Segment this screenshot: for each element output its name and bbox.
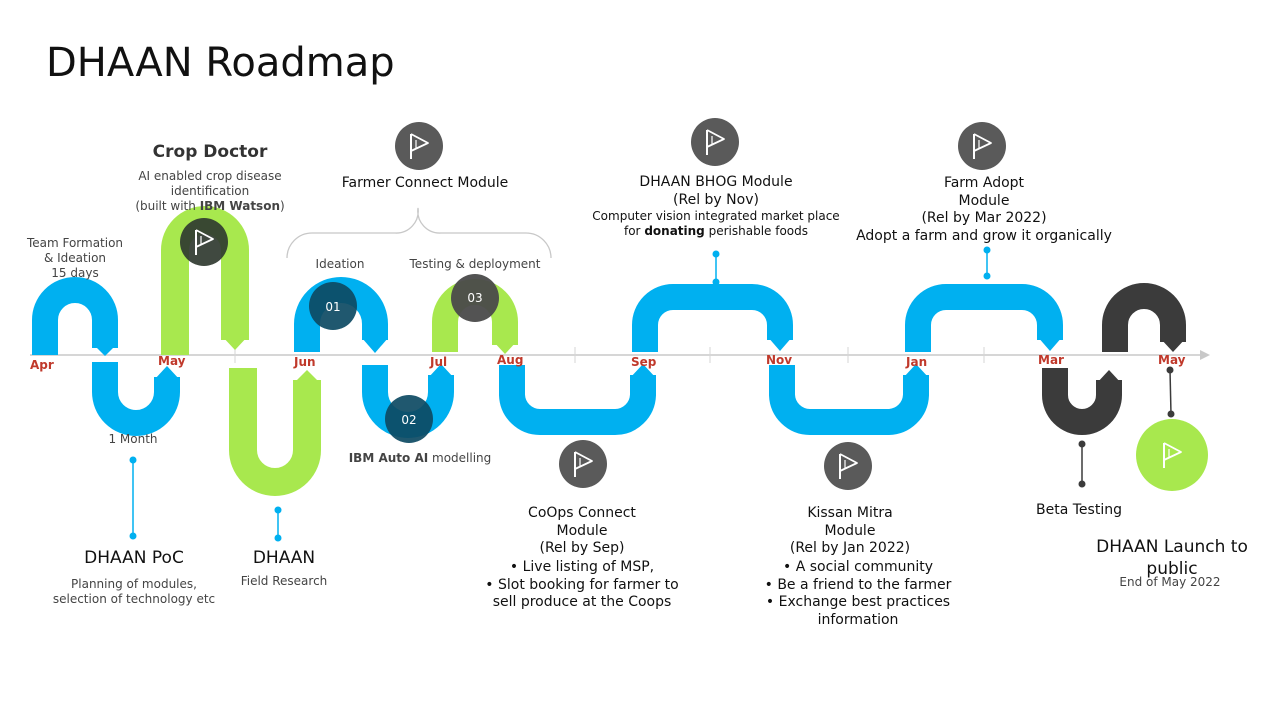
month-label: Sep [631,355,657,369]
bhog-block: DHAAN BHOG Module (Rel by Nov) Computer … [585,174,847,239]
launch-block: DHAAN Launch to public [1096,537,1248,580]
flag-icon [559,440,607,488]
month-label: May [158,354,186,368]
band-kissan [769,364,929,435]
flag-icon [1136,419,1208,491]
field-title: DHAAN [252,548,316,568]
poc-block: DHAAN PoC Planning of modules, selection… [44,548,224,607]
month-label: Mar [1038,353,1064,367]
flag-icon [691,118,739,166]
crop-doctor-title: Crop Doctor [152,142,268,162]
band-bhog [632,284,793,352]
testing-label: Testing & deployment [409,257,541,271]
ideation-label: Ideation [315,257,365,271]
band-beta-launch [1042,283,1186,435]
svg-text:01: 01 [325,300,340,314]
timeline-arrow [1200,350,1210,360]
month-label: Jul [430,355,448,369]
month-label: Apr [30,358,54,372]
farmer-connect-title: Farmer Connect Module [341,175,509,191]
field-research-block: DHAAN Field Research [226,548,342,589]
month-label: Jun [294,355,316,369]
kissan-block: Kissan Mitra Module (Rel by Jan 2022) [789,505,911,556]
step-circle-02: 02 [385,395,433,443]
band-coops [499,364,656,435]
flag-icon [395,122,443,170]
kissan-bullets: A social community Be a friend to the fa… [748,559,968,629]
poc-duration: 1 Month [108,432,158,446]
farmer-connect-brace [286,207,552,259]
farm-adopt-block: Farm Adopt Module (Rel by Mar 2022) Adop… [856,175,1112,244]
coops-bullets: Live listing of MSP, Slot booking for fa… [482,559,682,612]
month-label: Nov [766,353,793,367]
page-title: DHAAN Roadmap [46,40,395,86]
launch-sub: End of May 2022 [1119,575,1221,589]
svg-text:02: 02 [401,413,416,427]
connectors [129,246,1175,542]
flag-icon [180,218,228,266]
coops-block: CoOps Connect Module (Rel by Sep) [528,505,636,556]
team-formation-label: Team Formation & Ideation 15 days [26,236,124,280]
bhog-title: DHAAN BHOG Module [639,174,793,190]
poc-title: DHAAN PoC [84,548,184,568]
month-label: Aug [497,353,524,367]
flag-icon [958,122,1006,170]
band-team-formation [32,277,180,436]
svg-text:03: 03 [467,291,482,305]
crop-doctor-block: Crop Doctor AI enabled crop disease iden… [110,142,310,214]
band-farm-adopt [905,284,1063,352]
step-circle-03: 03 [451,274,499,322]
beta-testing-label: Beta Testing [1036,502,1122,518]
flag-icon [824,442,872,490]
step-circle-01: 01 [309,282,357,330]
auto-ai-label: IBM Auto AI modelling [348,451,492,465]
month-label: May [1158,353,1186,367]
month-label: Jan [906,355,928,369]
